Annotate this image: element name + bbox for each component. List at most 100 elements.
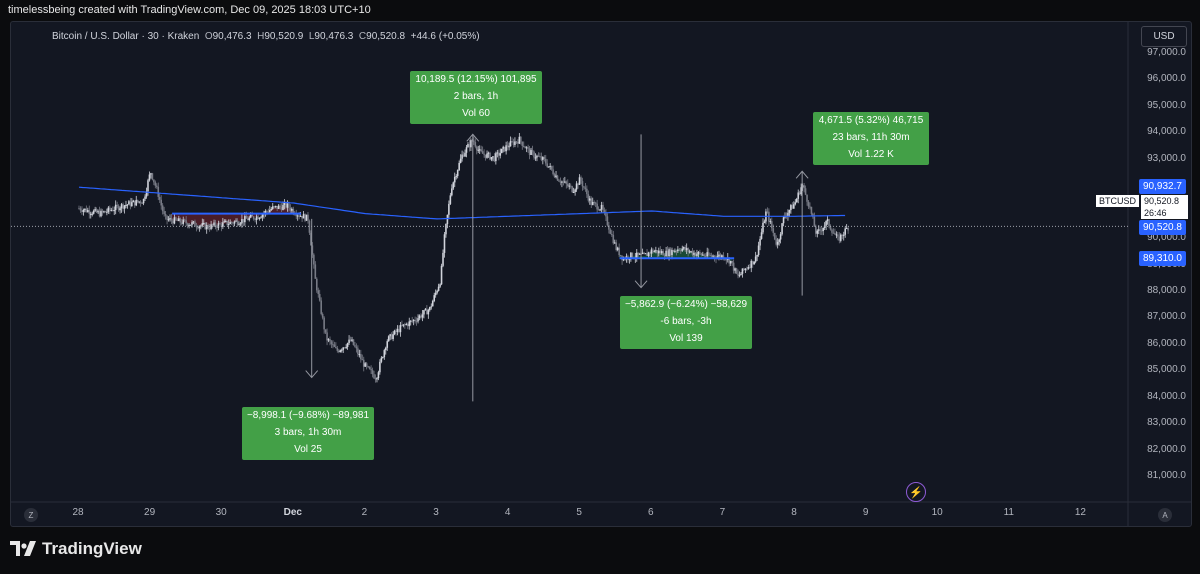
- price-chart[interactable]: [11, 22, 1191, 526]
- candle-body-394: [656, 250, 659, 254]
- candle-body-356: [600, 204, 603, 210]
- candle-body-108: [236, 220, 239, 225]
- candle-body-484: [788, 210, 791, 213]
- currency-button[interactable]: USD: [1141, 26, 1187, 47]
- candle-body-273: [478, 149, 481, 151]
- symbol-name[interactable]: Bitcoin / U.S. Dollar · 30 · Kraken: [52, 31, 200, 42]
- candle-body-472: [771, 221, 773, 229]
- measure-arrowhead-1: [305, 370, 319, 379]
- candle-body-228: [412, 319, 415, 322]
- candle-body-174: [333, 344, 336, 347]
- attribution-text: timelessbeing created with TradingView.c…: [8, 4, 371, 16]
- candle-body-311: [534, 157, 537, 159]
- candle-body-443: [728, 257, 731, 264]
- candle-body-404: [671, 250, 673, 256]
- price-tick-label: 82,000.0: [1147, 443, 1186, 455]
- callout-4-line1: −8,998.1 (−9.68%) −89,981: [246, 410, 370, 421]
- candle-body-34: [128, 201, 130, 205]
- callout-1-line1: 10,189.5 (12.15%) 101,895: [415, 74, 537, 85]
- candle-body-98: [222, 222, 224, 227]
- candle-body-118: [251, 214, 254, 217]
- candle-body-205: [379, 361, 381, 373]
- price-tick-label: 94,000.0: [1147, 126, 1186, 138]
- candle-body-85: [202, 223, 205, 225]
- candle-body-333: [566, 183, 569, 187]
- candle-body-335: [569, 185, 572, 187]
- candle-body-338: [574, 189, 576, 193]
- candle-body-475: [775, 239, 778, 245]
- candle-body-337: [572, 192, 575, 194]
- candle-body-52: [154, 182, 157, 186]
- candle-body-9: [91, 213, 94, 215]
- candle-body-387: [646, 253, 648, 257]
- callout-2-line3: Vol 1.22 K: [848, 149, 894, 160]
- candle-body-264: [465, 147, 468, 153]
- candle-body-395: [657, 250, 660, 254]
- callout-3-line1: −5,862.9 (−6.24%) −58,629: [624, 299, 748, 310]
- candle-body-388: [647, 252, 650, 257]
- candle-body-129: [267, 211, 270, 213]
- candle-body-7: [88, 210, 91, 214]
- countdown-tag: 26:46: [1141, 207, 1188, 219]
- candle-body-300: [518, 136, 521, 144]
- candle-body-412: [682, 247, 685, 249]
- candle-body-176: [336, 348, 339, 351]
- candle-body-49: [150, 173, 152, 175]
- candle-body-369: [619, 255, 622, 257]
- candle-body-250: [445, 223, 447, 235]
- candle-body-221: [402, 324, 405, 326]
- candle-body-269: [473, 140, 475, 143]
- candle-body-17: [103, 211, 105, 213]
- lightning-icon[interactable]: ⚡: [906, 482, 926, 502]
- candle-body-37: [132, 200, 135, 203]
- candle-body-195: [364, 363, 367, 367]
- candle-body-19: [106, 211, 108, 213]
- candle-body-91: [211, 224, 214, 226]
- candle-body-498: [809, 206, 811, 208]
- candle-body-519: [839, 234, 842, 241]
- candle-body-384: [641, 252, 644, 255]
- candle-body-188: [354, 345, 356, 347]
- candle-body-327: [558, 180, 560, 182]
- candle-body-96: [219, 223, 221, 225]
- candle-body-257: [455, 176, 458, 178]
- candle-body-398: [662, 251, 664, 256]
- candle-body-238: [427, 310, 430, 315]
- candle-body-169: [326, 332, 328, 341]
- candle-body-488: [794, 202, 797, 205]
- candle-body-143: [288, 203, 290, 208]
- candle-body-193: [361, 359, 364, 361]
- candle-body-428: [706, 252, 709, 257]
- candle-body-518: [838, 236, 841, 241]
- measure-arrowhead-3: [634, 280, 648, 289]
- auto-scale-button[interactable]: A: [1158, 508, 1172, 522]
- candle-body-247: [440, 265, 443, 285]
- last-price-tag: 90,520.8: [1141, 195, 1188, 207]
- candle-body-495: [804, 188, 807, 195]
- symbol-legend: Bitcoin / U.S. Dollar · 30 · Kraken O90,…: [52, 31, 480, 42]
- candle-body-408: [677, 249, 679, 252]
- candle-body-253: [449, 195, 452, 204]
- candle-body-55: [158, 196, 161, 200]
- time-tick-label: 8: [791, 507, 797, 518]
- candle-body-224: [406, 323, 409, 327]
- level-price-tag: 89,310.0: [1139, 251, 1186, 266]
- zoom-reset-button[interactable]: Z: [24, 508, 38, 522]
- callout-3-line2: -6 bars, -3h: [660, 316, 712, 327]
- candle-body-499: [810, 206, 813, 214]
- candle-body-30: [122, 204, 124, 209]
- candle-body-473: [772, 228, 775, 233]
- candle-body-516: [835, 234, 838, 236]
- candle-body-505: [819, 229, 822, 231]
- candle-body-366: [615, 242, 618, 250]
- candle-body-419: [693, 252, 695, 255]
- candle-body-289: [502, 146, 504, 149]
- chart-panel[interactable]: [10, 21, 1192, 527]
- candle-body-290: [503, 146, 506, 152]
- candle-body-360: [606, 216, 609, 226]
- candle-body-90: [210, 224, 212, 229]
- candle-body-418: [691, 251, 694, 255]
- candle-body-460: [753, 261, 755, 265]
- time-tick-label: 5: [576, 507, 582, 518]
- tradingview-logo[interactable]: TradingView: [10, 539, 142, 559]
